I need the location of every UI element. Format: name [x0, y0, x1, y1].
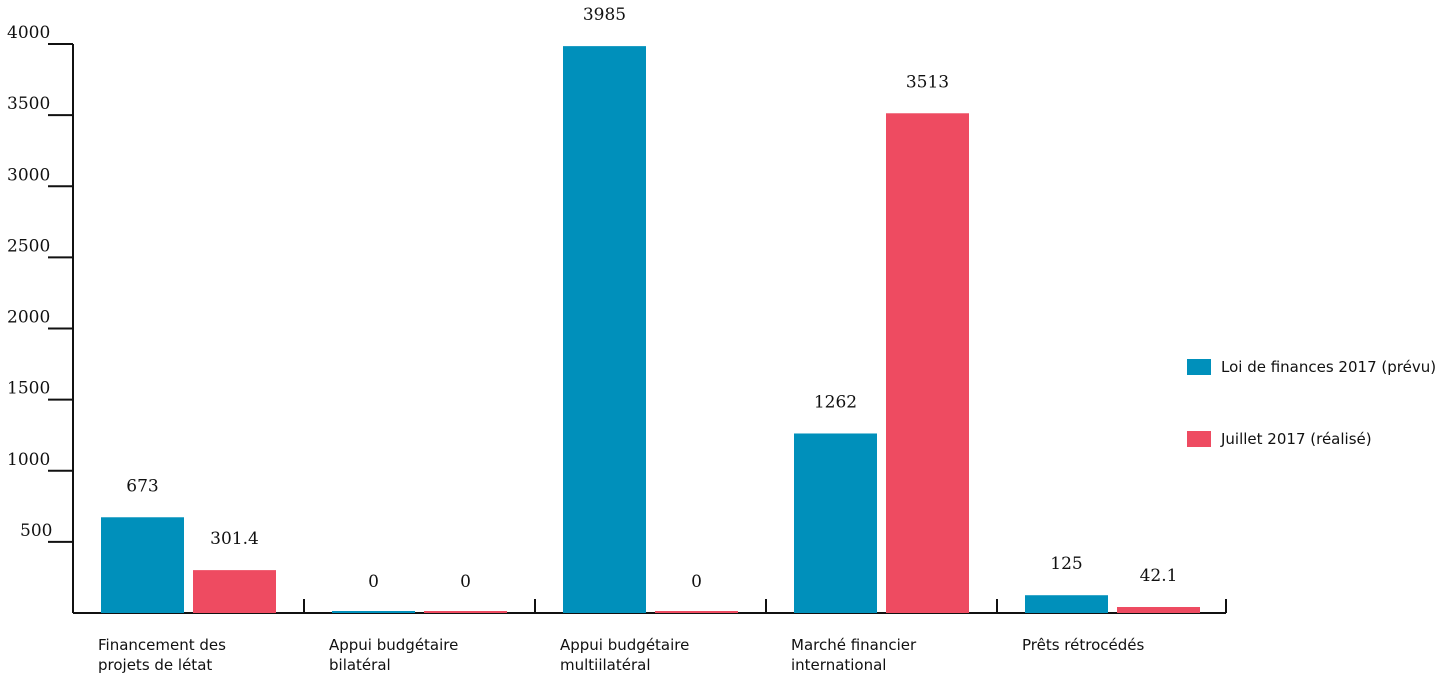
- y-tick-label: 500: [20, 521, 52, 541]
- x-category-label: Appui budgétaire bilatéral: [329, 636, 458, 674]
- bar-realized: [886, 113, 969, 613]
- data-label: 673: [126, 476, 158, 496]
- bar-planned: [794, 433, 877, 613]
- legend-swatch: [1187, 359, 1211, 375]
- y-tick-label: 3000: [7, 165, 50, 185]
- bar-realized: [1117, 607, 1200, 613]
- legend-label: Juillet 2017 (réalisé): [1220, 430, 1372, 448]
- y-axis: 500 1000 1500 2000 2500 3000 3500 4000: [7, 23, 74, 613]
- x-category-label: Marché financier international: [791, 636, 917, 674]
- data-label: 0: [691, 572, 702, 592]
- bar-planned: [1025, 595, 1108, 613]
- bar-realized: [424, 611, 507, 613]
- y-tick-label: 3500: [7, 94, 50, 114]
- data-label: 0: [460, 572, 471, 592]
- y-tick-label: 4000: [7, 23, 50, 43]
- x-category-label: Prêts rétrocédés: [1022, 636, 1144, 654]
- bar-realized: [655, 611, 738, 613]
- x-category-label: Appui budgétaire multiilatéral: [560, 636, 689, 674]
- bar-realized: [193, 570, 276, 613]
- y-tick-label: 2500: [7, 236, 50, 256]
- data-label: 3985: [583, 5, 626, 25]
- y-tick-label: 2000: [7, 308, 50, 328]
- legend-label: Loi de finances 2017 (prévu): [1221, 358, 1436, 376]
- data-label: 3513: [906, 72, 949, 92]
- data-label: 0: [368, 572, 379, 592]
- data-label: 42.1: [1140, 566, 1178, 586]
- x-category-label: Financement des projets de létat: [98, 636, 226, 674]
- data-label: 125: [1050, 554, 1082, 574]
- bars: 673 0 3985 1262 125 301.4 0 0 3513 42.1: [101, 5, 1200, 614]
- legend-swatch: [1187, 431, 1211, 447]
- data-label: 301.4: [210, 529, 259, 549]
- legend: Loi de finances 2017 (prévu) Juillet 2017…: [1187, 358, 1436, 448]
- y-tick-label: 1000: [7, 450, 50, 470]
- bar-planned: [563, 46, 646, 614]
- x-axis: Financement des projets de létat Appui bud…: [72, 599, 1227, 674]
- data-label: 1262: [814, 392, 857, 412]
- bar-planned: [101, 517, 184, 613]
- bar-planned: [332, 611, 415, 613]
- y-tick-label: 1500: [7, 379, 50, 399]
